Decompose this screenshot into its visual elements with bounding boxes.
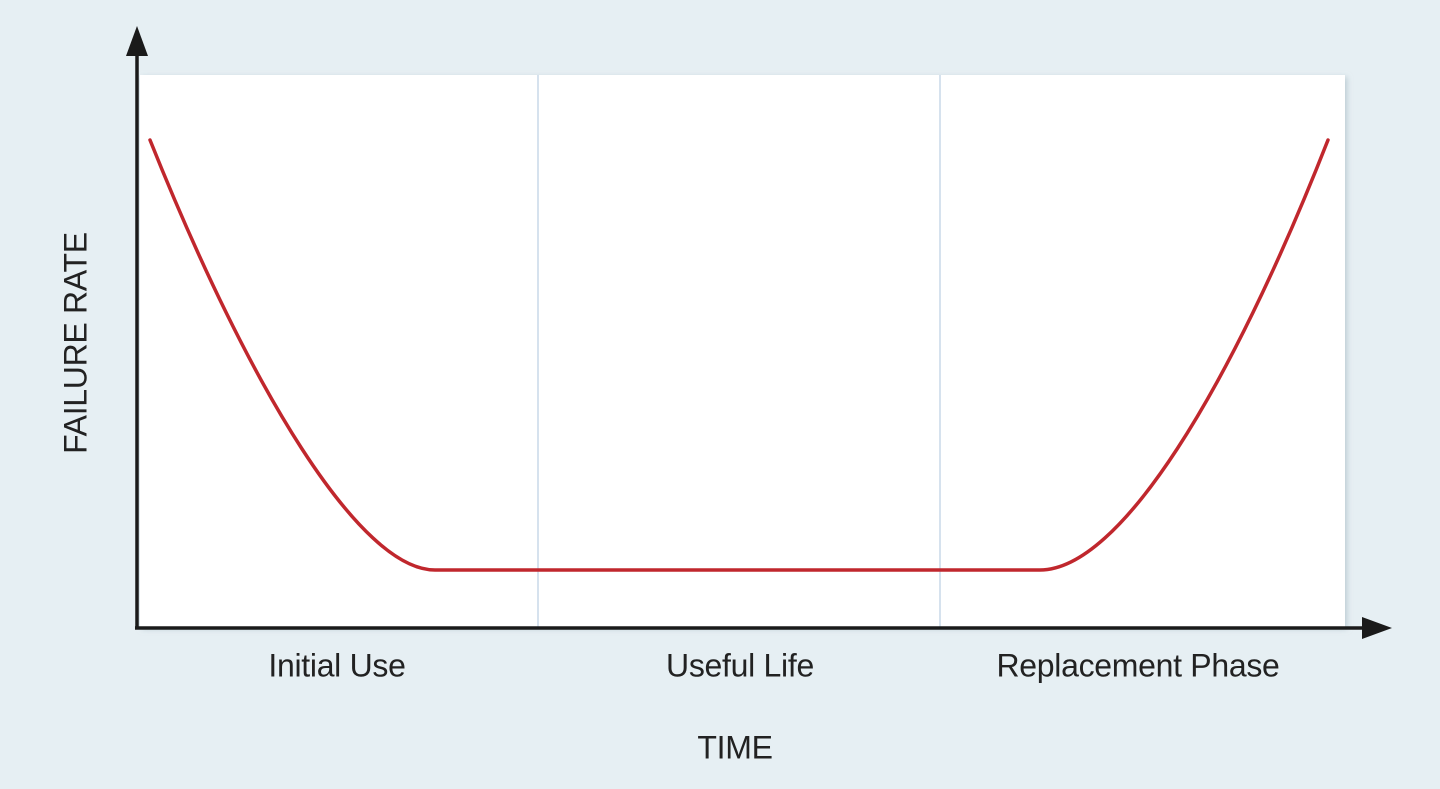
plot-area (140, 75, 1345, 627)
y-axis-label: FAILURE RATE (57, 232, 93, 454)
phase-label: Replacement Phase (996, 647, 1279, 683)
phase-label: Initial Use (268, 647, 405, 683)
y-axis-arrow (126, 26, 148, 56)
phase-labels: Initial Use Useful Life Replacement Phase (268, 647, 1279, 683)
x-axis-arrow (1362, 617, 1392, 639)
phase-label: Useful Life (666, 647, 814, 683)
x-axis-label: TIME (697, 729, 772, 765)
bathtub-curve (148, 138, 1330, 572)
